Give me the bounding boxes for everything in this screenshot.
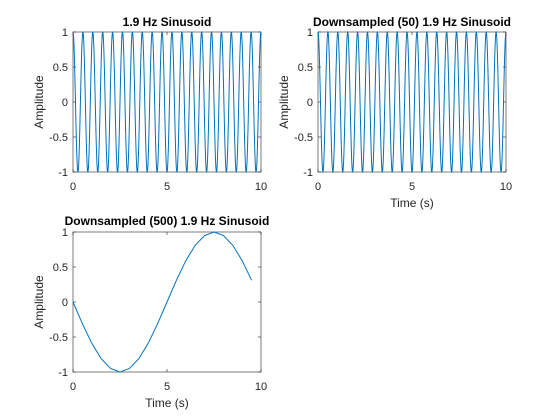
- subplot-2-y-tick-label-0: 0: [307, 97, 313, 109]
- subplot-2-title: Downsampled (50) 1.9 Hz Sinusoid: [313, 15, 511, 29]
- subplot-1-tick-labels: 0 5 10 -1 -0.5 0 0.5 1: [49, 27, 267, 193]
- subplot-3-y-axis-label: Amplitude: [32, 275, 46, 329]
- subplot-3-x-tick-label-10: 10: [255, 381, 267, 393]
- subplot-2-x-tick-label-10: 10: [500, 181, 512, 193]
- subplot-1-title: 1.9 Hz Sinusoid: [123, 15, 212, 29]
- subplot-3-x-tick-label-5: 5: [164, 381, 170, 393]
- subplot-3-y-tick-label-neg05: -0.5: [49, 332, 68, 344]
- subplot-3-x-axis-label: Time (s): [145, 396, 189, 410]
- subplot-1-series-line: [72, 31, 262, 173]
- subplot-1-y-axis-label: Amplitude: [32, 75, 46, 129]
- subplot-1-y-tick-label-1: 1: [62, 27, 68, 39]
- subplot-2-x-tick-label-0: 0: [315, 181, 321, 193]
- subplot-3-ticks: [72, 231, 262, 373]
- subplot-1-y-tick-label-0: 0: [62, 97, 68, 109]
- subplot-3-series-line: [72, 231, 253, 373]
- subplot-3-y-tick-label-1: 1: [62, 227, 68, 239]
- subplot-1-y-tick-label-neg1: -1: [58, 167, 68, 179]
- subplot-2-y-tick-label-1: 1: [307, 27, 313, 39]
- subplot-3: Downsampled (500) 1.9 Hz Sinusoid Amplit…: [32, 214, 269, 410]
- subplot-1: 1.9 Hz Sinusoid Amplitude 0 5 10 -1 -0.5…: [32, 15, 267, 193]
- subplot-1-x-tick-label-5: 5: [164, 181, 170, 193]
- subplot-1-x-tick-label-0: 0: [70, 181, 76, 193]
- subplot-2: Downsampled (50) 1.9 Hz Sinusoid Amplitu…: [277, 15, 512, 210]
- subplot-3-tick-labels: 0 5 10 -1 -0.5 0 0.5 1: [49, 227, 267, 393]
- subplot-3-y-tick-label-05: 0.5: [53, 262, 68, 274]
- subplot-1-y-tick-label-neg05: -0.5: [49, 132, 68, 144]
- subplot-2-y-tick-label-neg05: -0.5: [294, 132, 313, 144]
- subplot-2-series-line: [317, 31, 507, 173]
- subplot-2-x-tick-label-5: 5: [409, 181, 415, 193]
- subplot-3-y-tick-label-0: 0: [62, 297, 68, 309]
- subplot-1-y-tick-label-05: 0.5: [53, 62, 68, 74]
- subplot-2-tick-labels: 0 5 10 -1 -0.5 0 0.5 1: [294, 27, 512, 193]
- subplot-2-x-axis-label: Time (s): [390, 196, 434, 210]
- subplot-2-y-tick-label-neg1: -1: [303, 167, 313, 179]
- subplot-2-y-tick-label-05: 0.5: [298, 62, 313, 74]
- subplot-3-title: Downsampled (500) 1.9 Hz Sinusoid: [65, 214, 270, 228]
- subplot-3-y-tick-label-neg1: -1: [58, 367, 68, 379]
- subplot-3-x-tick-label-0: 0: [70, 381, 76, 393]
- subplot-2-y-axis-label: Amplitude: [277, 75, 291, 129]
- subplot-1-x-tick-label-10: 10: [255, 181, 267, 193]
